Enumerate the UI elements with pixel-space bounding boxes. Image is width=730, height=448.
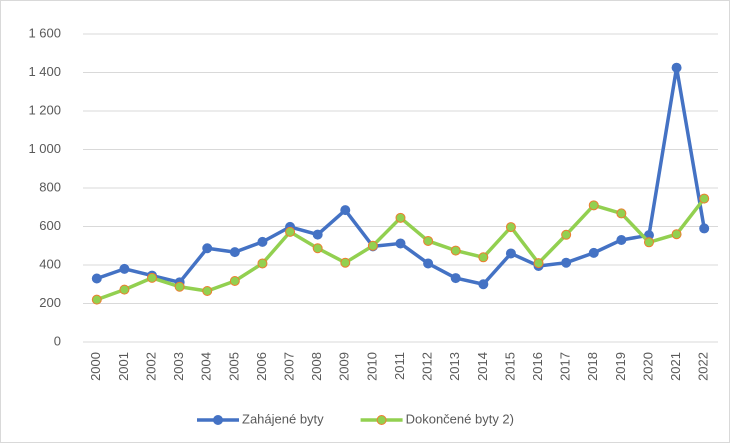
marker (119, 263, 130, 274)
marker (450, 273, 461, 284)
marker (671, 62, 682, 73)
x-tick-label: 2017 (558, 352, 573, 381)
x-tick-label: 2016 (530, 352, 545, 381)
marker (340, 205, 351, 216)
x-tick-label: 2004 (199, 352, 214, 381)
legend-label: Zahájené byty (242, 411, 324, 426)
marker (119, 284, 130, 295)
x-tick-label: 2005 (226, 352, 241, 381)
marker (699, 223, 710, 234)
marker (229, 275, 240, 286)
y-tick-label: 200 (39, 295, 61, 310)
marker (505, 248, 516, 259)
x-tick-label: 2000 (88, 352, 103, 381)
marker (340, 257, 351, 268)
marker (616, 208, 627, 219)
marker (450, 245, 461, 256)
marker (588, 247, 599, 258)
marker (91, 294, 102, 305)
y-tick-label: 1 000 (28, 141, 61, 156)
x-tick-label: 2008 (309, 352, 324, 381)
x-tick-label: 2007 (282, 352, 297, 381)
marker (367, 240, 378, 251)
x-tick-label: 2015 (502, 352, 517, 381)
x-tick-label: 2020 (640, 352, 655, 381)
x-tick-label: 2003 (171, 352, 186, 381)
marker (229, 247, 240, 258)
x-tick-label: 2022 (696, 352, 711, 381)
marker (643, 237, 654, 248)
y-tick-label: 1 400 (28, 64, 61, 79)
y-tick-label: 1 200 (28, 102, 61, 117)
marker (147, 272, 158, 283)
marker (588, 200, 599, 211)
marker (505, 222, 516, 233)
marker (91, 273, 102, 284)
marker (561, 229, 572, 240)
x-tick-label: 2012 (420, 352, 435, 381)
x-tick-label: 2021 (668, 352, 683, 381)
marker (395, 238, 406, 249)
legend-marker (213, 415, 223, 425)
x-tick-label: 2006 (254, 352, 269, 381)
y-tick-label: 400 (39, 256, 61, 271)
x-tick-label: 2014 (475, 352, 490, 381)
marker (312, 243, 323, 254)
marker (616, 234, 627, 245)
marker (533, 258, 544, 269)
x-tick-label: 2009 (337, 352, 352, 381)
x-tick-label: 2018 (585, 352, 600, 381)
x-tick-label: 2002 (143, 352, 158, 381)
marker (312, 229, 323, 240)
marker (478, 279, 489, 290)
marker (257, 258, 268, 269)
marker (423, 258, 434, 269)
marker (174, 281, 185, 292)
marker (671, 229, 682, 240)
marker (285, 226, 296, 237)
x-tick-label: 2013 (447, 352, 462, 381)
legend-label: Dokončené byty 2) (406, 411, 514, 426)
x-tick-label: 2010 (364, 352, 379, 381)
legend-marker (376, 415, 387, 425)
marker (202, 285, 213, 296)
marker (395, 212, 406, 223)
y-tick-label: 0 (54, 333, 61, 348)
marker (423, 235, 434, 246)
x-tick-label: 2001 (116, 352, 131, 381)
marker (202, 243, 213, 254)
x-tick-label: 2019 (613, 352, 628, 381)
marker (257, 236, 268, 247)
y-tick-label: 800 (39, 179, 61, 194)
marker (561, 257, 572, 268)
y-tick-label: 600 (39, 218, 61, 233)
x-tick-label: 2011 (392, 352, 407, 380)
marker (699, 193, 710, 204)
y-tick-label: 1 600 (28, 25, 61, 40)
marker (478, 252, 489, 263)
